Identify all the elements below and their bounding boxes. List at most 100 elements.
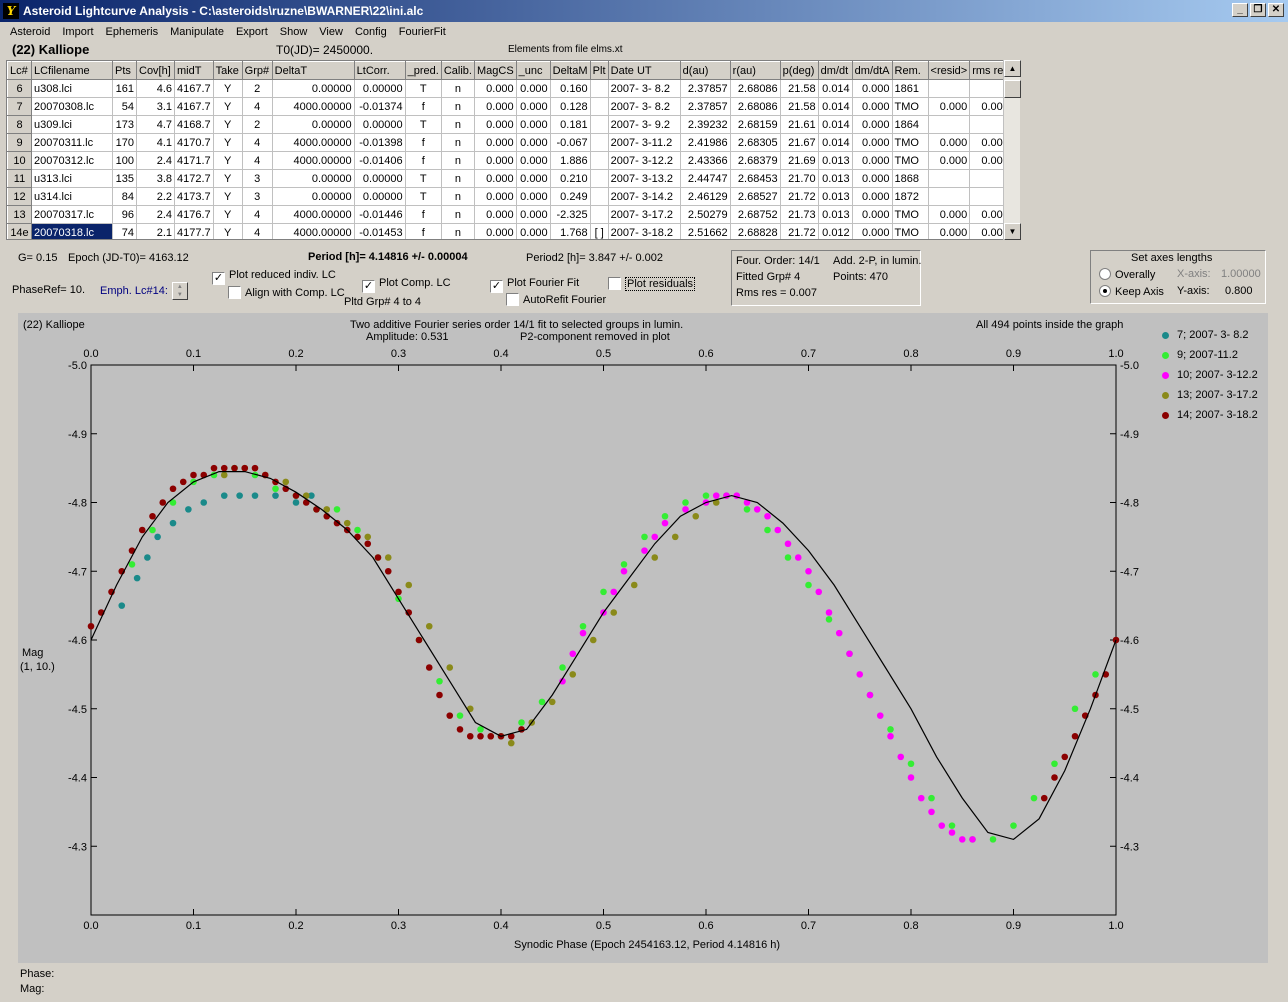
table-cell[interactable]: Y: [212, 187, 243, 206]
table-cell[interactable]: 1.768: [549, 223, 591, 239]
table-cell[interactable]: 4: [241, 223, 273, 239]
table-cell[interactable]: 170: [112, 133, 137, 152]
table-cell[interactable]: TMO: [891, 151, 929, 170]
table-cell[interactable]: 0.000: [473, 79, 517, 98]
table-cell[interactable]: 0.013: [817, 187, 853, 206]
emph-lc[interactable]: Emph. Lc#14: ▲ ▼: [100, 282, 188, 300]
table-cell[interactable]: 21.61: [779, 115, 819, 134]
table-cell[interactable]: 2.43366: [679, 151, 731, 170]
row-header[interactable]: 10: [7, 151, 32, 170]
table-cell[interactable]: 4: [241, 205, 273, 224]
table-cell[interactable]: 135: [112, 169, 137, 188]
table-cell[interactable]: 0.160: [549, 79, 591, 98]
table-cell[interactable]: 2007- 3- 8.2: [607, 79, 681, 98]
table-cell[interactable]: 0.000: [515, 169, 551, 188]
table-cell[interactable]: 21.72: [779, 187, 819, 206]
table-cell[interactable]: TMO: [891, 205, 929, 224]
menu-config[interactable]: Config: [354, 25, 387, 38]
row-header[interactable]: 9: [7, 133, 32, 152]
table-cell[interactable]: 0.000: [515, 79, 551, 98]
table-cell[interactable]: -0.01453: [353, 223, 406, 239]
table-cell[interactable]: 4176.7: [174, 205, 214, 224]
table-cell[interactable]: 0.181: [549, 115, 591, 134]
table-cell[interactable]: 4170.7: [174, 133, 214, 152]
table-cell[interactable]: 0.000: [851, 205, 893, 224]
table-cell[interactable]: 74: [112, 223, 137, 239]
table-cell[interactable]: 4167.7: [174, 97, 214, 116]
table-cell[interactable]: n: [440, 151, 475, 170]
align-comp-checkbox[interactable]: Align with Comp. LC: [228, 286, 345, 299]
table-cell[interactable]: 2: [241, 79, 273, 98]
table-cell[interactable]: f: [404, 223, 442, 239]
table-cell[interactable]: 1868: [891, 169, 929, 188]
table-cell[interactable]: 2.44747: [679, 169, 731, 188]
table-cell[interactable]: 96: [112, 205, 137, 224]
column-header[interactable]: r(au): [729, 61, 781, 80]
table-cell[interactable]: [589, 79, 609, 98]
table-cell[interactable]: [ ]: [589, 223, 609, 239]
table-cell[interactable]: [589, 205, 609, 224]
table-cell[interactable]: 21.72: [779, 223, 819, 239]
table-row[interactable]: 7 20070308.lc 54 3.1 4167.7 Y 4 4000.00000 -0.01…: [7, 97, 1012, 116]
table-cell[interactable]: Y: [212, 151, 243, 170]
table-cell[interactable]: 0.000: [851, 169, 893, 188]
table-cell[interactable]: 0.000: [851, 187, 893, 206]
table-cell[interactable]: 4000.00000: [271, 223, 355, 239]
table-cell[interactable]: n: [440, 205, 475, 224]
table-cell[interactable]: 0.000: [473, 223, 517, 239]
table-cell[interactable]: 2.68453: [729, 169, 781, 188]
table-cell[interactable]: 0.013: [817, 169, 853, 188]
table-cell[interactable]: 0.000: [473, 187, 517, 206]
table-cell[interactable]: 2.68828: [729, 223, 781, 239]
column-header[interactable]: MagCS: [473, 61, 517, 80]
table-cell[interactable]: 0.014: [817, 115, 853, 134]
menu-manipulate[interactable]: Manipulate: [170, 25, 224, 38]
table-cell[interactable]: f: [404, 97, 442, 116]
table-cell[interactable]: n: [440, 169, 475, 188]
keep-axis-radio[interactable]: Keep Axis: [1099, 285, 1164, 298]
table-cell[interactable]: 0.013: [817, 151, 853, 170]
table-cell[interactable]: n: [440, 187, 475, 206]
table-cell[interactable]: 2.68305: [729, 133, 781, 152]
table-cell[interactable]: 4.6: [136, 79, 175, 98]
table-cell[interactable]: -0.067: [549, 133, 591, 152]
column-header[interactable]: dm/dt: [817, 61, 853, 80]
column-header[interactable]: Date UT: [607, 61, 681, 80]
table-cell[interactable]: 2007- 3- 9.2: [607, 115, 681, 134]
menu-fourierfit[interactable]: FourierFit: [398, 25, 446, 38]
table-cell[interactable]: 2.41986: [679, 133, 731, 152]
table-cell[interactable]: 20070317.lc: [31, 205, 113, 224]
table-cell[interactable]: 0.000: [515, 151, 551, 170]
table-cell[interactable]: Y: [212, 133, 243, 152]
emph-spinner-icon[interactable]: ▲ ▼: [171, 282, 188, 300]
table-cell[interactable]: 0.000: [473, 133, 517, 152]
autorefit-checkbox[interactable]: AutoRefit Fourier: [506, 293, 606, 306]
table-cell[interactable]: 20070312.lc: [31, 151, 113, 170]
column-header[interactable]: d(au): [679, 61, 731, 80]
row-header[interactable]: 6: [7, 79, 32, 98]
restore-button[interactable]: ❐: [1250, 3, 1266, 17]
table-cell[interactable]: Y: [212, 79, 243, 98]
table-cell[interactable]: 1872: [891, 187, 929, 206]
scroll-thumb[interactable]: [1004, 80, 1021, 98]
column-header[interactable]: dm/dtA: [851, 61, 893, 80]
table-cell[interactable]: 0.005: [969, 151, 1012, 170]
column-header[interactable]: Plt: [589, 61, 609, 80]
table-cell[interactable]: -0.01374: [353, 97, 406, 116]
column-header[interactable]: LtCorr.: [353, 61, 406, 80]
table-cell[interactable]: 0.000: [851, 97, 893, 116]
table-cell[interactable]: T: [404, 187, 442, 206]
row-header[interactable]: 11: [7, 169, 32, 188]
table-cell[interactable]: 0.00000: [271, 187, 355, 206]
table-cell[interactable]: Y: [212, 115, 243, 134]
menu-show[interactable]: Show: [279, 25, 308, 38]
table-cell[interactable]: 161: [112, 79, 137, 98]
xaxis-input[interactable]: 1.00000: [1221, 268, 1261, 280]
table-cell[interactable]: 0.000: [473, 169, 517, 188]
table-cell[interactable]: 4172.7: [174, 169, 214, 188]
column-header[interactable]: DeltaM: [549, 61, 591, 80]
table-cell[interactable]: 0.000: [927, 205, 971, 224]
table-cell[interactable]: 2007- 3-18.2: [607, 223, 681, 239]
